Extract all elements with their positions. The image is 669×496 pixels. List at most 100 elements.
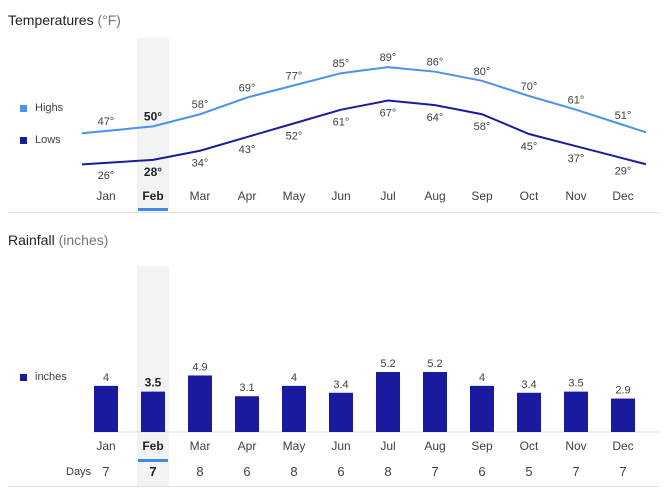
legend-lows-label: Lows — [35, 134, 61, 146]
low-label-sep: 58° — [474, 121, 491, 133]
legend-highs[interactable]: Highs — [20, 102, 63, 114]
high-label-jun: 85° — [333, 58, 350, 70]
legend-highs-label: Highs — [35, 102, 64, 114]
temperature-chart: 47° 50° 58° 69° 77° 85° 89° 86° 80° 70° 61° 51° 26° 2… — [81, 38, 647, 211]
rain-value-jan: 4 — [103, 372, 109, 384]
high-label-jul: 89° — [380, 52, 397, 64]
rain-month-label-sep: Sep — [471, 439, 493, 453]
rain-month-label-apr: Apr — [238, 439, 257, 453]
temp-month-label-jul: Jul — [380, 189, 395, 203]
rain-month-label-aug: Aug — [424, 439, 445, 453]
days-value-jun: 6 — [337, 464, 344, 479]
days-value-oct: 5 — [525, 464, 532, 479]
high-label-mar: 58° — [192, 99, 209, 111]
temp-month-label-dec: Dec — [612, 189, 633, 203]
low-label-jun: 61° — [333, 117, 350, 129]
low-label-apr: 43° — [239, 144, 256, 156]
legend-highs-swatch — [20, 104, 27, 112]
high-label-nov: 61° — [568, 95, 585, 107]
rainfall-unit: (inches) — [58, 232, 109, 248]
rain-bar-jan — [94, 385, 118, 432]
legend-inches[interactable]: inches — [20, 371, 67, 383]
days-value-may: 8 — [290, 464, 297, 479]
low-label-oct: 45° — [521, 141, 538, 153]
rain-value-dec: 2.9 — [615, 385, 630, 397]
rain-value-apr: 3.1 — [239, 382, 254, 394]
temp-month-label-feb: Feb — [142, 189, 163, 203]
rainfall-title-text: Rainfall — [8, 232, 55, 248]
rain-bar-oct — [517, 392, 541, 432]
temp-month-label-jan: Jan — [96, 189, 115, 203]
rain-bar-dec — [611, 398, 635, 432]
bottom-divider — [8, 486, 660, 487]
rainfall-chart: 4 3.5 4.9 3.1 4 3.4 5.2 5.2 4 3.4 3.5 2.9 Jan Feb Mar A… — [66, 266, 660, 486]
rain-month-label-may: May — [283, 439, 306, 453]
rain-value-may: 4 — [291, 372, 297, 384]
lows-line — [81, 99, 647, 166]
rain-bar-jul — [376, 372, 400, 432]
rain-bar-aug — [423, 372, 447, 432]
legend-inches-swatch — [20, 373, 27, 381]
high-label-may: 77° — [286, 70, 303, 82]
high-label-feb: 50° — [144, 109, 162, 123]
rainfall-title: Rainfall (inches) — [8, 232, 108, 248]
rain-value-aug: 5.2 — [427, 358, 442, 370]
temp-month-label-nov: Nov — [565, 189, 586, 203]
high-label-apr: 69° — [239, 83, 256, 95]
rain-value-nov: 3.5 — [568, 378, 583, 390]
low-label-jul: 67° — [380, 108, 397, 120]
rain-month-label-mar: Mar — [190, 439, 211, 453]
high-label-jan: 47° — [98, 116, 115, 128]
rain-bar-apr — [235, 396, 259, 432]
rain-value-feb: 3.5 — [145, 376, 162, 390]
temperature-title: Temperatures (°F) — [8, 12, 121, 28]
high-label-dec: 51° — [615, 110, 632, 122]
rain-value-mar: 4.9 — [192, 361, 207, 373]
temp-month-label-oct: Oct — [520, 189, 539, 203]
rain-bar-sep — [470, 385, 494, 432]
low-label-nov: 37° — [568, 153, 585, 165]
legend-lows[interactable]: Lows — [20, 134, 61, 146]
low-label-jan: 26° — [98, 170, 115, 182]
highs-line — [81, 66, 647, 135]
temp-selected-indicator — [138, 208, 168, 211]
rain-month-label-jul: Jul — [380, 439, 395, 453]
temperature-unit: (°F) — [97, 12, 121, 28]
low-label-may: 52° — [286, 130, 303, 142]
rain-month-label-dec: Dec — [612, 439, 633, 453]
temp-month-label-sep: Sep — [471, 189, 493, 203]
days-value-jul: 8 — [384, 464, 391, 479]
days-value-sep: 6 — [478, 464, 485, 479]
rain-month-label-nov: Nov — [565, 439, 586, 453]
rain-value-sep: 4 — [479, 372, 485, 384]
rain-bar-nov — [564, 391, 588, 432]
rain-value-jul: 5.2 — [380, 358, 395, 370]
low-label-feb: 28° — [144, 165, 162, 179]
rain-bar-may — [282, 385, 306, 432]
legend-inches-label: inches — [35, 371, 67, 383]
rain-bar-feb — [141, 391, 165, 432]
low-label-dec: 29° — [615, 165, 632, 177]
days-value-mar: 8 — [196, 464, 203, 479]
temp-month-label-may: May — [283, 189, 306, 203]
days-value-jan: 7 — [102, 464, 109, 479]
temperature-title-text: Temperatures — [8, 12, 94, 28]
section-divider — [8, 212, 660, 213]
temp-month-label-apr: Apr — [238, 189, 257, 203]
days-value-dec: 7 — [619, 464, 626, 479]
temp-month-label-jun: Jun — [331, 189, 350, 203]
rain-value-jun: 3.4 — [333, 379, 348, 391]
days-value-feb: 7 — [149, 464, 156, 479]
rain-month-label-feb: Feb — [142, 439, 163, 453]
days-value-apr: 6 — [243, 464, 250, 479]
rain-month-label-jun: Jun — [331, 439, 350, 453]
rain-month-label-oct: Oct — [520, 439, 539, 453]
days-value-aug: 7 — [431, 464, 438, 479]
temp-month-label-aug: Aug — [424, 189, 445, 203]
low-label-aug: 64° — [427, 112, 444, 124]
temp-month-label-mar: Mar — [190, 189, 211, 203]
days-row-label: Days — [66, 466, 92, 478]
high-label-aug: 86° — [427, 57, 444, 69]
low-label-mar: 34° — [192, 158, 209, 170]
rain-selected-indicator — [138, 459, 168, 462]
